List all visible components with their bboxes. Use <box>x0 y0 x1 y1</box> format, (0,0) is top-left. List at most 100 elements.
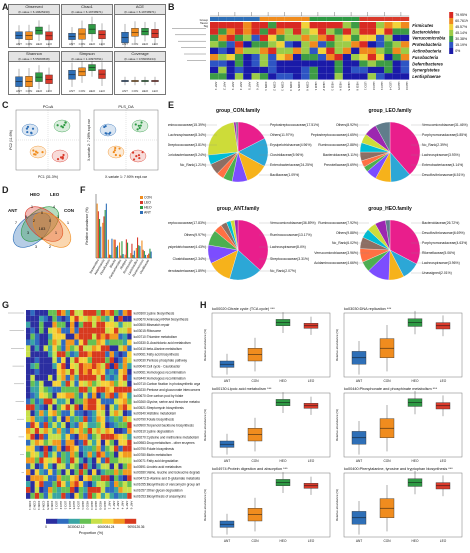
heatmap-cell <box>30 322 34 328</box>
heatmap-cell <box>118 440 122 446</box>
x-tick-label: HEO <box>280 379 287 383</box>
sample-label: HEO 3 <box>90 501 94 510</box>
heatmap-cell <box>368 41 376 47</box>
pie-label: No_Rank(2.07%) <box>270 269 296 273</box>
heatmap-cell <box>66 463 70 469</box>
heatmap-cell <box>61 334 65 340</box>
heatmap-cell <box>52 493 56 499</box>
heatmap-cell <box>39 357 43 363</box>
heatmap-cell <box>79 357 83 363</box>
heatmap-cell <box>79 458 83 464</box>
colorbar-label: Proportion (%) <box>79 531 104 535</box>
heatmap-cell <box>88 381 92 387</box>
heatmap-cell <box>118 381 122 387</box>
y-axis-label: Relative abundance (%) <box>85 207 89 244</box>
heatmap-cell <box>401 22 409 28</box>
heatmap-cell <box>30 481 34 487</box>
pathway-label: ko01053:Biosynthesis of ansamycins <box>134 494 187 498</box>
pathway-label: ko00260:Glycine, serine and threonine me… <box>134 400 200 404</box>
heatmap-cell <box>114 393 118 399</box>
heatmap-cell <box>26 463 30 469</box>
bar <box>121 241 122 258</box>
heatmap-cell <box>376 67 384 73</box>
heatmap-cell <box>268 60 276 66</box>
heatmap-cell <box>30 375 34 381</box>
heatmap-cell <box>39 404 43 410</box>
heatmap-cell <box>74 334 78 340</box>
heatmap-cell <box>39 351 43 357</box>
pie-label: No_Rank(2.39%) <box>422 143 448 147</box>
heatmap-cell <box>74 463 78 469</box>
heatmap-cell <box>52 316 56 322</box>
heatmap-cell <box>101 463 105 469</box>
heatmap-cell <box>70 481 74 487</box>
group-cell <box>335 17 343 21</box>
heatmap-cell <box>123 328 127 334</box>
heatmap-cell <box>123 363 127 369</box>
heatmap-cell <box>127 487 131 493</box>
heatmap-cell <box>92 387 96 393</box>
heatmap-cell <box>105 322 109 328</box>
heatmap-cell <box>110 452 114 458</box>
heatmap-cell <box>35 440 39 446</box>
heatmap-cell <box>88 475 92 481</box>
heatmap-cell <box>30 387 34 393</box>
sample-label: LEO 2 <box>372 82 376 91</box>
pie-label: Peptostreptococcaceae(17.51%) <box>270 123 319 127</box>
heatmap-cell <box>79 410 83 416</box>
heatmap-cell <box>218 60 226 66</box>
heatmap-cell <box>105 434 109 440</box>
heatmap-cell <box>393 28 401 34</box>
heatmap-cell <box>52 351 56 357</box>
heatmap-cell <box>74 369 78 375</box>
heatmap-cell <box>79 446 83 452</box>
heatmap-cell <box>110 393 114 399</box>
sample-point <box>32 149 34 151</box>
heatmap-cell <box>359 67 367 73</box>
sample-point <box>103 126 105 128</box>
heatmap-cell <box>30 440 34 446</box>
legend-swatch <box>140 211 143 214</box>
pathway-label: ko00061:Homologous recombination <box>134 370 186 374</box>
heatmap-cell <box>35 469 39 475</box>
heatmap-cell <box>110 363 114 369</box>
sample-label: CON 4 <box>289 82 293 92</box>
heatmap-cell <box>88 363 92 369</box>
heatmap-cell <box>96 351 100 357</box>
heatmap-cell <box>92 487 96 493</box>
sample-point <box>135 155 137 157</box>
heatmap-cell <box>30 351 34 357</box>
heatmap-cell <box>92 493 96 499</box>
heatmap-cell <box>35 487 39 493</box>
heatmap-cell <box>39 446 43 452</box>
heatmap-cell <box>401 60 409 66</box>
pathway-label: ko00330:D-Arachidonic acid metabolism <box>134 341 191 345</box>
pathway-label: ko03015:Ribosome <box>134 329 162 333</box>
heatmap-cell <box>351 73 359 79</box>
heatmap-cell <box>44 393 48 399</box>
pie-label: Erysipelotrichaceae(4.96%) <box>270 143 311 147</box>
heatmap-cell <box>52 469 56 475</box>
heatmap-cell <box>293 28 301 34</box>
heatmap-cell <box>83 351 87 357</box>
heatmap-cell <box>39 422 43 428</box>
heatmap-cell <box>376 60 384 66</box>
heatmap-cell <box>368 22 376 28</box>
pie-label: Enterobacteriaceae(1.89%) <box>168 269 206 273</box>
heatmap-cell <box>83 487 87 493</box>
heatmap-cell <box>66 328 70 334</box>
heatmap-cell <box>70 463 74 469</box>
heatmap-cell <box>96 440 100 446</box>
pie-label: Verrucomicrobiaceae(31.46%) <box>422 123 468 127</box>
heatmap-cell <box>70 487 74 493</box>
group-cell <box>235 17 243 21</box>
heatmap-cell <box>44 351 48 357</box>
heatmap-cell <box>48 316 52 322</box>
sample-label: HEO 3 <box>330 82 334 91</box>
heatmap-cell <box>57 328 61 334</box>
heatmap-cell <box>293 35 301 41</box>
sample-point <box>57 124 59 126</box>
sample-label: LEO 6 <box>77 501 81 510</box>
